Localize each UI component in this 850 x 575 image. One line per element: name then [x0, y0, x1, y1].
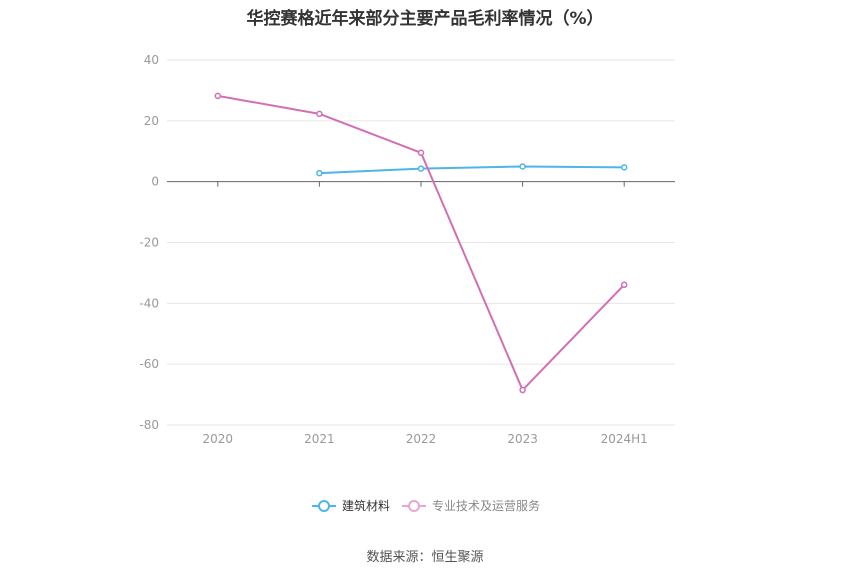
x-tick-label: 2022: [406, 432, 437, 446]
data-point[interactable]: [417, 165, 425, 172]
x-tick-label: 2020: [203, 432, 234, 446]
series-line: [319, 165, 625, 175]
legend: 建筑材料 专业技术及运营服务: [312, 498, 540, 513]
chart-title: 华控赛格近年来部分主要产品毛利率情况（%）: [246, 9, 604, 29]
y-tick-label: -20: [139, 236, 159, 250]
y-tick-label: -80: [139, 418, 159, 432]
y-tick-label: 20: [144, 114, 159, 128]
series-0: [316, 163, 628, 177]
y-tick-label: 0: [151, 175, 159, 189]
x-tick-label: 2024H1: [601, 432, 648, 446]
data-point[interactable]: [620, 281, 628, 289]
legend-marker-icon: [318, 500, 330, 512]
data-point[interactable]: [316, 169, 323, 177]
y-tick-label: -60: [139, 357, 159, 371]
gridlines: [167, 59, 675, 426]
data-point[interactable]: [519, 163, 526, 170]
y-tick-label: 40: [144, 53, 159, 67]
y-axis-ticks: 40 20 0 -20 -40 -60 -80: [139, 53, 159, 432]
x-tick-label: 2021: [304, 432, 335, 446]
data-point[interactable]: [519, 386, 526, 394]
series-layer: [214, 92, 628, 394]
legend-item[interactable]: 专业技术及运营服务: [402, 498, 540, 513]
data-point[interactable]: [214, 92, 222, 100]
x-axis: 2020 2021 2022 2023 2024H1: [203, 181, 648, 446]
legend-label: 专业技术及运营服务: [432, 498, 540, 513]
source-note: 数据来源：恒生聚源: [366, 550, 484, 565]
data-point[interactable]: [316, 110, 323, 118]
data-point[interactable]: [620, 164, 628, 171]
series-1: [214, 92, 628, 394]
x-tick-label: 2023: [507, 432, 538, 446]
y-tick-label: -40: [139, 296, 159, 310]
data-point[interactable]: [417, 149, 425, 157]
legend-label: 建筑材料: [342, 498, 390, 513]
legend-item[interactable]: 建筑材料: [312, 498, 390, 513]
legend-marker-icon: [408, 500, 420, 512]
